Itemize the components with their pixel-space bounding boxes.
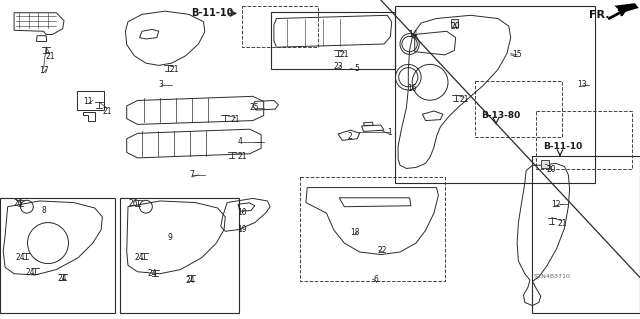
Text: 26: 26 [13,199,23,208]
Text: 24: 24 [26,268,36,277]
Text: 17: 17 [38,66,49,75]
Text: B-11-10: B-11-10 [543,142,582,151]
Text: 10: 10 [237,208,247,217]
Polygon shape [614,3,639,13]
Text: 6: 6 [373,275,378,284]
Text: 24: 24 [134,253,145,262]
Text: 12: 12 [551,200,560,209]
Bar [536,111,632,169]
Text: 14: 14 [408,30,418,39]
Text: SZN4B3710: SZN4B3710 [533,274,570,279]
Text: 21: 21 [340,50,349,59]
Text: 23: 23 [333,62,343,71]
Bar [271,12,395,69]
Text: 7: 7 [189,170,195,179]
Text: 22: 22 [378,246,387,255]
Text: 4: 4 [237,137,243,146]
Bar [120,198,239,313]
Text: 20: 20 [451,22,461,31]
Text: 18: 18 [351,228,360,237]
Bar [395,6,595,183]
Text: 21: 21 [170,65,179,74]
Bar [300,177,445,281]
Text: 21: 21 [103,107,112,115]
Bar [451,19,458,27]
Text: 5: 5 [355,64,360,73]
Text: 19: 19 [237,225,247,234]
Text: 11: 11 [84,97,93,106]
Bar [541,160,549,168]
Text: B-11-10: B-11-10 [191,8,233,19]
Text: FR.: FR. [589,10,609,20]
Text: 9: 9 [167,233,172,242]
Text: 21: 21 [231,115,240,124]
Text: 24: 24 [15,253,26,262]
Text: 8: 8 [41,206,46,215]
Text: 24: 24 [147,269,157,278]
Text: 21: 21 [45,52,54,61]
Text: 24: 24 [186,276,196,285]
Text: B-13-80: B-13-80 [481,111,520,120]
Text: 20: 20 [547,165,557,174]
Text: 26: 26 [128,199,138,208]
Bar [242,6,318,47]
Text: 3: 3 [159,80,164,89]
Text: 1: 1 [387,128,392,137]
Bar [532,156,640,313]
Text: 21: 21 [460,95,468,104]
Text: 21: 21 [557,219,566,228]
Bar [0,198,115,313]
Text: 16: 16 [406,84,417,93]
Text: 25: 25 [250,103,260,112]
Bar [475,81,562,137]
Text: 21: 21 [237,152,246,161]
Text: 15: 15 [512,50,522,59]
Text: 13: 13 [577,80,588,89]
Text: 24: 24 [58,274,68,283]
Text: 2: 2 [348,132,353,141]
